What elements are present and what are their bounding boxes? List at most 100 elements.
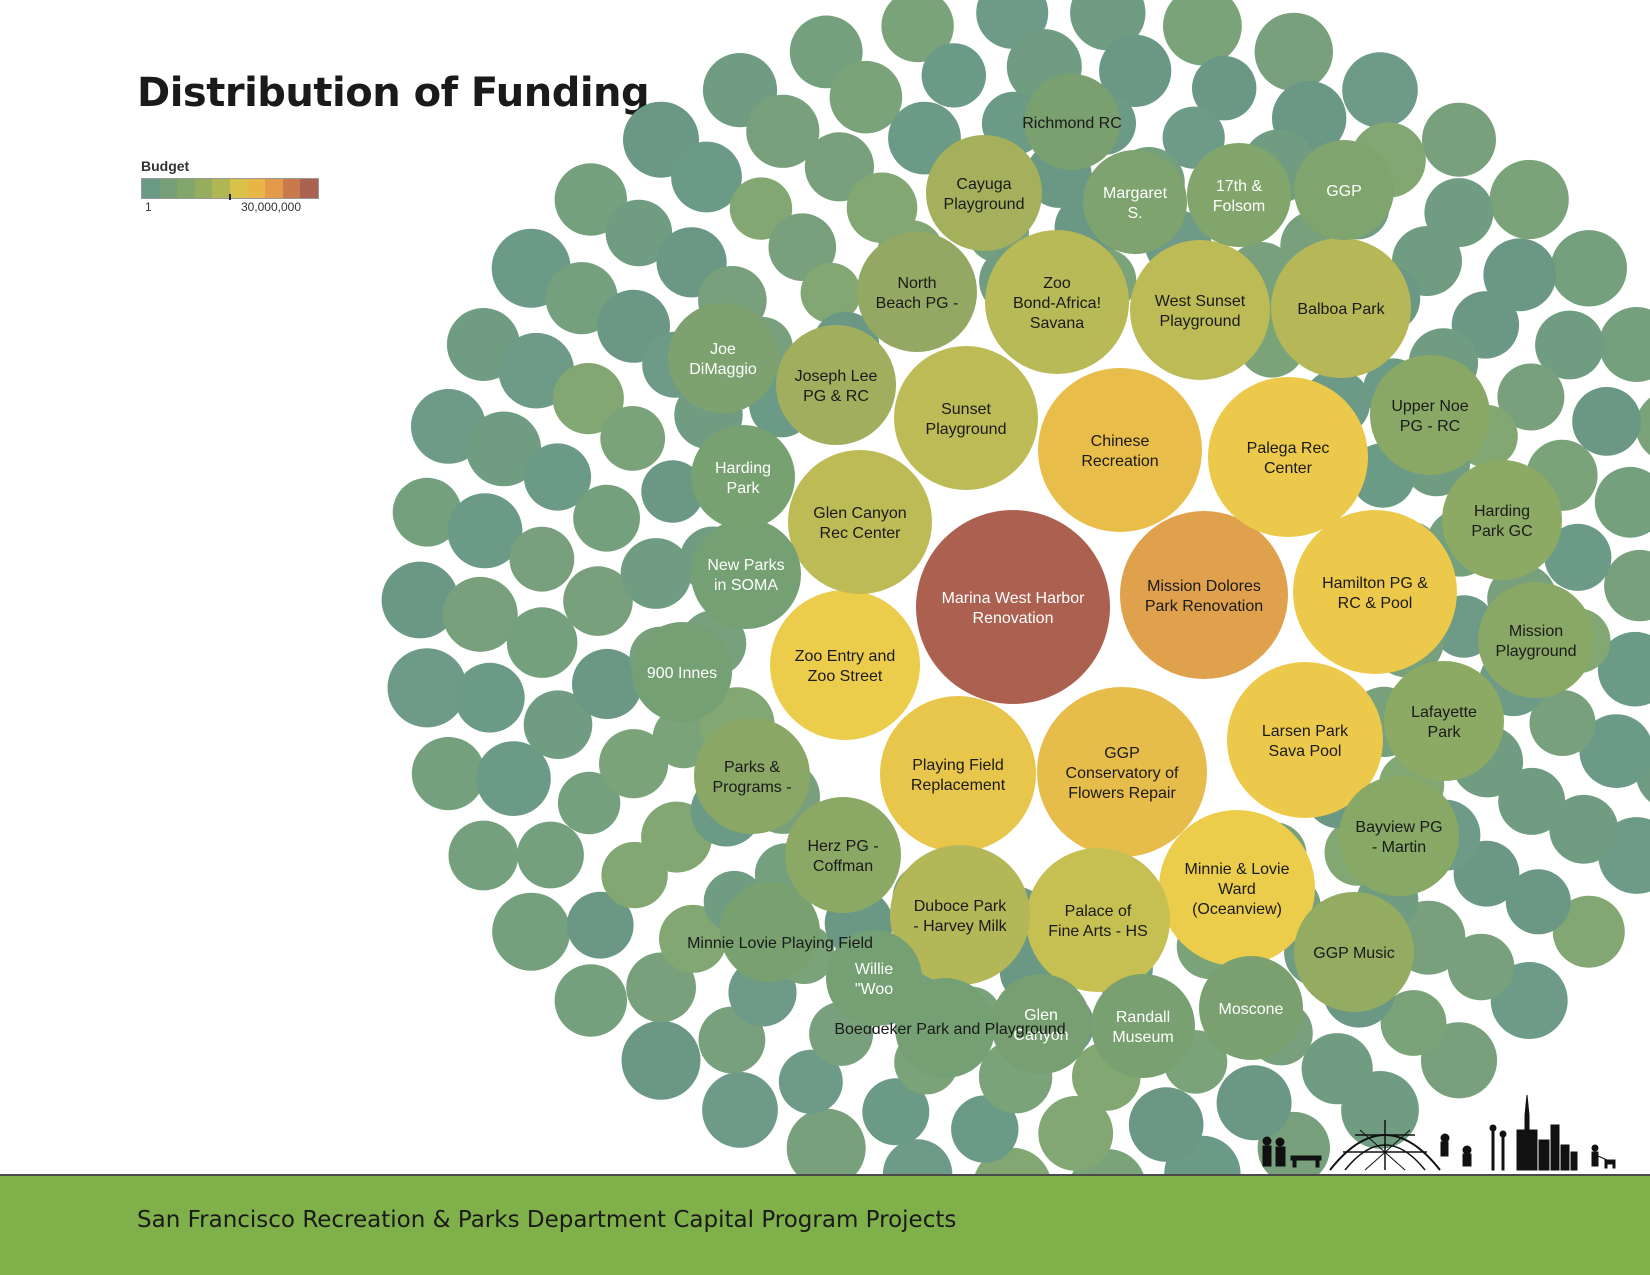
project-bubble: 17th & Folsom <box>1187 143 1291 247</box>
project-bubble-circle <box>1199 956 1303 1060</box>
project-bubble-label: West Sunset <box>1155 293 1246 310</box>
project-bubble: Harding Park <box>691 425 795 529</box>
project-bubble-label: Park Renovation <box>1145 598 1263 615</box>
small-project-bubble <box>1572 387 1641 456</box>
small-project-bubble <box>659 904 727 973</box>
project-bubble: GGP Music <box>1294 892 1414 1012</box>
project-bubble-label: Boeddeker Park and Playground <box>834 1021 1065 1038</box>
small-project-bubble <box>951 1095 1019 1163</box>
project-bubble: Mission Dolores Park Renovation <box>1120 511 1288 679</box>
small-project-bubble <box>552 363 624 435</box>
project-bubble: Margaret S. <box>1083 150 1187 254</box>
project-bubble-circle <box>1339 776 1459 896</box>
project-bubble: Richmond RC <box>1022 74 1122 170</box>
small-project-bubble <box>768 213 837 281</box>
small-project-bubble <box>517 821 584 889</box>
legend-swatch <box>300 179 318 198</box>
project-bubble-label: Herz PG - <box>807 838 878 855</box>
small-project-bubble <box>600 406 666 471</box>
project-bubble-label: Playground <box>944 196 1025 213</box>
project-bubble-label: Moscone <box>1219 1001 1284 1018</box>
project-bubble-label: Glen <box>1024 1007 1058 1024</box>
small-project-bubble <box>641 460 704 523</box>
small-project-bubble <box>1128 1087 1204 1162</box>
small-project-bubble <box>729 177 793 240</box>
small-project-bubble <box>882 1139 953 1180</box>
small-project-bubble <box>1594 466 1650 538</box>
footer-caption: San Francisco Recreation & Parks Departm… <box>137 1207 957 1233</box>
project-bubble-circle <box>1294 892 1414 1012</box>
project-bubble-label: GGP <box>1326 183 1362 200</box>
small-project-bubble <box>829 60 903 134</box>
small-project-bubble <box>599 729 669 799</box>
project-bubble: Boeddeker Park and Playground <box>834 978 1066 1078</box>
small-project-bubble <box>1550 230 1628 307</box>
project-bubble: Mission Playground <box>1478 582 1594 698</box>
project-bubble: Herz PG - Coffman <box>785 797 901 913</box>
project-bubble-label: DiMaggio <box>689 361 757 378</box>
legend-swatch <box>282 179 301 198</box>
project-bubble-label: Park <box>1428 724 1462 741</box>
project-bubble-label: S. <box>1127 205 1142 222</box>
project-bubble-circle <box>895 978 995 1078</box>
project-bubble-circle <box>770 590 920 740</box>
project-bubble-circle <box>785 797 901 913</box>
project-bubble-label: - Harvey Milk <box>913 918 1007 935</box>
project-bubble-label: Zoo <box>1043 275 1071 292</box>
small-project-bubble <box>1535 310 1604 380</box>
small-project-bubble <box>671 141 742 213</box>
project-bubble-circle <box>1442 460 1562 580</box>
small-project-bubble <box>1038 1096 1114 1171</box>
small-project-bubble <box>1422 102 1496 177</box>
project-bubble-label: Playing Field <box>912 757 1004 774</box>
legend-swatch <box>229 179 248 198</box>
legend-swatch <box>142 179 160 198</box>
small-project-bubble <box>1552 895 1625 968</box>
project-bubble: Chinese Recreation <box>1038 368 1202 532</box>
project-bubble-label: Chinese <box>1091 433 1150 450</box>
project-bubble-label: PG - RC <box>1400 418 1460 435</box>
small-project-bubble <box>392 477 462 547</box>
small-project-bubble <box>411 737 485 811</box>
project-bubble-label: Fine Arts - HS <box>1048 923 1148 940</box>
small-project-bubble <box>1529 690 1596 756</box>
project-bubble-label: Canyon <box>1013 1027 1068 1044</box>
project-bubble: Minnie Lovie Playing Field <box>687 882 873 982</box>
project-bubble-label: Mission Dolores <box>1147 578 1261 595</box>
project-bubble-label: Joe <box>710 341 736 358</box>
project-bubble: New Parks in SOMA <box>691 519 801 629</box>
project-bubble: Harding Park GC <box>1442 460 1562 580</box>
project-bubble-label: Joseph Lee <box>795 368 878 385</box>
project-bubble-circle <box>1187 143 1291 247</box>
small-project-bubble <box>746 94 820 168</box>
project-bubble-label: Renovation <box>973 610 1054 627</box>
project-bubble: Balboa Park <box>1271 238 1411 378</box>
project-bubble-circle <box>1370 355 1490 475</box>
small-project-bubble <box>447 493 523 569</box>
project-bubble-circle <box>691 519 801 629</box>
small-project-bubble <box>1301 1033 1373 1105</box>
project-bubble: GGP <box>1294 140 1394 240</box>
project-bubble-label: Randall <box>1116 1009 1170 1026</box>
small-project-bubble <box>381 561 459 639</box>
project-bubble-circle <box>991 974 1091 1074</box>
small-project-bubble <box>523 690 593 759</box>
project-bubble-circle <box>788 450 932 594</box>
project-bubble-label: Harding <box>715 460 771 477</box>
project-bubble-circle <box>1384 661 1504 781</box>
project-bubble-label: Museum <box>1112 1029 1173 1046</box>
small-project-bubble <box>1342 52 1418 128</box>
project-bubble-label: Balboa Park <box>1297 301 1385 318</box>
project-bubble-label: Playground <box>926 421 1007 438</box>
project-bubble-circle <box>1120 511 1288 679</box>
small-project-bubble <box>1099 34 1172 107</box>
small-project-bubble <box>1483 238 1557 312</box>
project-bubble-label: Bayview PG <box>1355 819 1442 836</box>
project-bubble-label: Duboce Park <box>914 898 1007 915</box>
project-bubble: Zoo Entry and Zoo Street <box>770 590 920 740</box>
project-bubble: Glen Canyon Rec Center <box>788 450 932 594</box>
page-title: Distribution of Funding <box>137 70 650 116</box>
legend-max-label: 30,000,000 <box>240 200 301 214</box>
project-bubble-circle <box>926 135 1042 251</box>
legend-ticks: 1 30,000,000 <box>141 194 331 216</box>
